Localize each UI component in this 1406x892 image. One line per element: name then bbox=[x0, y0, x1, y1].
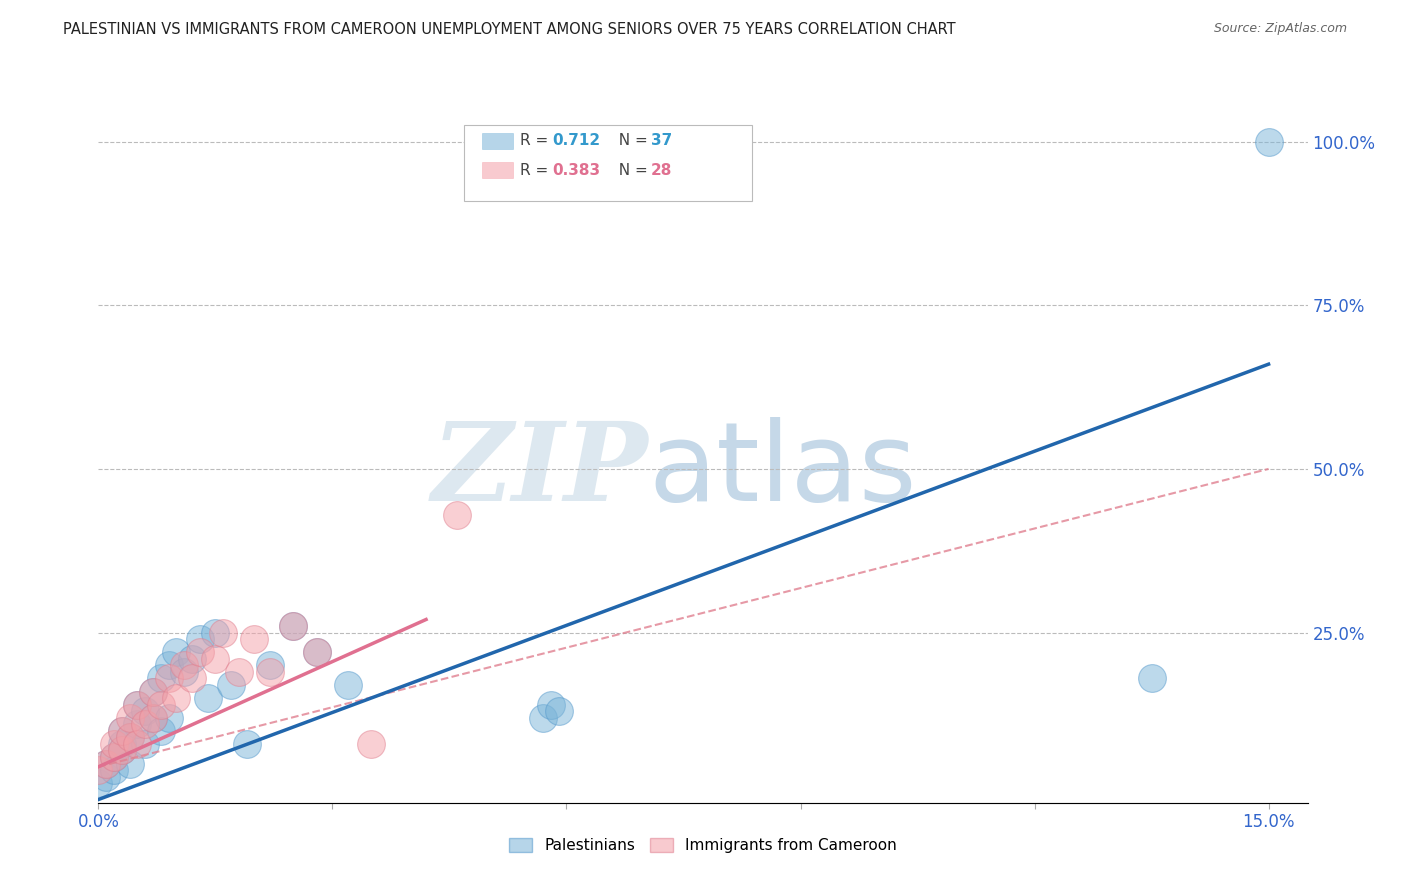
Point bbox=[157, 672, 180, 686]
Point bbox=[547, 704, 569, 718]
Point bbox=[111, 723, 134, 738]
Point bbox=[204, 625, 226, 640]
Point bbox=[111, 723, 134, 738]
Point bbox=[259, 665, 281, 679]
Point bbox=[142, 711, 165, 725]
Point bbox=[212, 625, 235, 640]
Point bbox=[103, 763, 125, 777]
Point bbox=[134, 704, 156, 718]
Point bbox=[540, 698, 562, 712]
Point bbox=[228, 665, 250, 679]
Point bbox=[96, 770, 118, 784]
Point bbox=[103, 737, 125, 751]
Point bbox=[446, 508, 468, 522]
Point bbox=[165, 645, 187, 659]
Point bbox=[127, 698, 149, 712]
Point bbox=[134, 737, 156, 751]
Point bbox=[127, 717, 149, 731]
Point bbox=[96, 756, 118, 771]
Point bbox=[157, 711, 180, 725]
Point bbox=[149, 672, 172, 686]
Point bbox=[204, 652, 226, 666]
Point bbox=[111, 743, 134, 757]
Text: R =: R = bbox=[520, 163, 554, 178]
Point bbox=[127, 698, 149, 712]
Point bbox=[181, 652, 204, 666]
Point bbox=[173, 665, 195, 679]
Point bbox=[337, 678, 360, 692]
Point bbox=[142, 684, 165, 698]
Text: Source: ZipAtlas.com: Source: ZipAtlas.com bbox=[1213, 22, 1347, 36]
Point bbox=[96, 756, 118, 771]
Text: N =: N = bbox=[609, 163, 652, 178]
Point bbox=[243, 632, 266, 647]
Text: 37: 37 bbox=[651, 134, 672, 148]
Point bbox=[305, 645, 328, 659]
Point bbox=[142, 711, 165, 725]
Point bbox=[197, 691, 219, 706]
Point bbox=[188, 645, 211, 659]
Text: N =: N = bbox=[609, 134, 652, 148]
Point bbox=[173, 658, 195, 673]
Point bbox=[219, 678, 242, 692]
Text: ZIP: ZIP bbox=[432, 417, 648, 524]
Point bbox=[1257, 135, 1279, 149]
Point bbox=[103, 750, 125, 764]
Point bbox=[165, 691, 187, 706]
Point bbox=[531, 711, 554, 725]
Point bbox=[149, 698, 172, 712]
Point bbox=[188, 632, 211, 647]
Point bbox=[259, 658, 281, 673]
Point bbox=[283, 619, 305, 633]
Point bbox=[118, 711, 141, 725]
Point bbox=[235, 737, 257, 751]
Text: 0.712: 0.712 bbox=[553, 134, 600, 148]
Point bbox=[283, 619, 305, 633]
Point bbox=[181, 672, 204, 686]
Point bbox=[134, 717, 156, 731]
Point bbox=[111, 743, 134, 757]
Text: 0.383: 0.383 bbox=[553, 163, 600, 178]
Point bbox=[87, 776, 110, 790]
Point bbox=[111, 737, 134, 751]
Point bbox=[142, 684, 165, 698]
Point bbox=[157, 658, 180, 673]
Text: 28: 28 bbox=[651, 163, 672, 178]
Point bbox=[149, 723, 172, 738]
Point bbox=[118, 756, 141, 771]
Legend: Palestinians, Immigrants from Cameroon: Palestinians, Immigrants from Cameroon bbox=[503, 832, 903, 859]
Text: atlas: atlas bbox=[648, 417, 917, 524]
Point bbox=[360, 737, 382, 751]
Text: R =: R = bbox=[520, 134, 554, 148]
Point bbox=[118, 731, 141, 745]
Point bbox=[127, 737, 149, 751]
Point bbox=[305, 645, 328, 659]
Point bbox=[1140, 672, 1163, 686]
Text: PALESTINIAN VS IMMIGRANTS FROM CAMEROON UNEMPLOYMENT AMONG SENIORS OVER 75 YEARS: PALESTINIAN VS IMMIGRANTS FROM CAMEROON … bbox=[63, 22, 956, 37]
Point bbox=[103, 750, 125, 764]
Point bbox=[87, 763, 110, 777]
Point bbox=[118, 731, 141, 745]
